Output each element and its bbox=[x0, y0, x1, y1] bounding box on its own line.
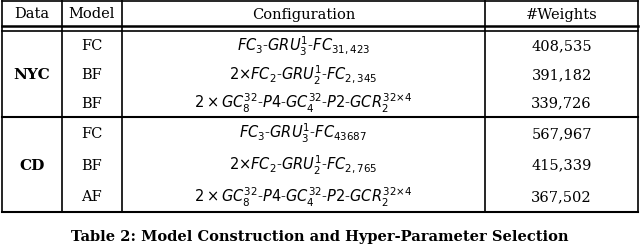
Text: $FC_3$-$GRU_3^1$-$FC_{43687}$: $FC_3$-$GRU_3^1$-$FC_{43687}$ bbox=[239, 122, 367, 145]
Text: $FC_3$-$GRU_3^1$-$FC_{31,423}$: $FC_3$-$GRU_3^1$-$FC_{31,423}$ bbox=[237, 35, 370, 58]
Text: BF: BF bbox=[81, 158, 102, 172]
Text: FC: FC bbox=[81, 39, 102, 53]
Text: 367,502: 367,502 bbox=[531, 190, 592, 203]
Text: NYC: NYC bbox=[13, 68, 51, 82]
Text: BF: BF bbox=[81, 68, 102, 82]
Text: $2 \times GC_8^{32}$-$P4$-$GC_4^{32}$-$P2$-$GCR_2^{32{\times}4}$: $2 \times GC_8^{32}$-$P4$-$GC_4^{32}$-$P… bbox=[195, 185, 412, 208]
Text: CD: CD bbox=[19, 158, 45, 172]
Text: $2 \times GC_8^{32}$-$P4$-$GC_4^{32}$-$P2$-$GCR_2^{32{\times}4}$: $2 \times GC_8^{32}$-$P4$-$GC_4^{32}$-$P… bbox=[195, 92, 412, 115]
Text: #Weights: #Weights bbox=[526, 8, 598, 21]
Text: BF: BF bbox=[81, 96, 102, 110]
Text: 567,967: 567,967 bbox=[531, 126, 592, 140]
Text: Model: Model bbox=[68, 8, 115, 21]
Text: FC: FC bbox=[81, 126, 102, 140]
Text: Table 2: Model Construction and Hyper-Parameter Selection: Table 2: Model Construction and Hyper-Pa… bbox=[71, 229, 569, 243]
Text: 408,535: 408,535 bbox=[531, 39, 592, 53]
Text: AF: AF bbox=[81, 190, 102, 203]
Text: $2{\times}FC_2$-$GRU_2^1$-$FC_{2,765}$: $2{\times}FC_2$-$GRU_2^1$-$FC_{2,765}$ bbox=[229, 153, 378, 176]
Text: Configuration: Configuration bbox=[252, 8, 355, 21]
Text: $2{\times}FC_2$-$GRU_2^1$-$FC_{2,345}$: $2{\times}FC_2$-$GRU_2^1$-$FC_{2,345}$ bbox=[229, 63, 378, 86]
Text: Data: Data bbox=[14, 8, 49, 21]
Text: 391,182: 391,182 bbox=[532, 68, 592, 82]
Text: 339,726: 339,726 bbox=[531, 96, 592, 110]
Text: 415,339: 415,339 bbox=[531, 158, 592, 172]
